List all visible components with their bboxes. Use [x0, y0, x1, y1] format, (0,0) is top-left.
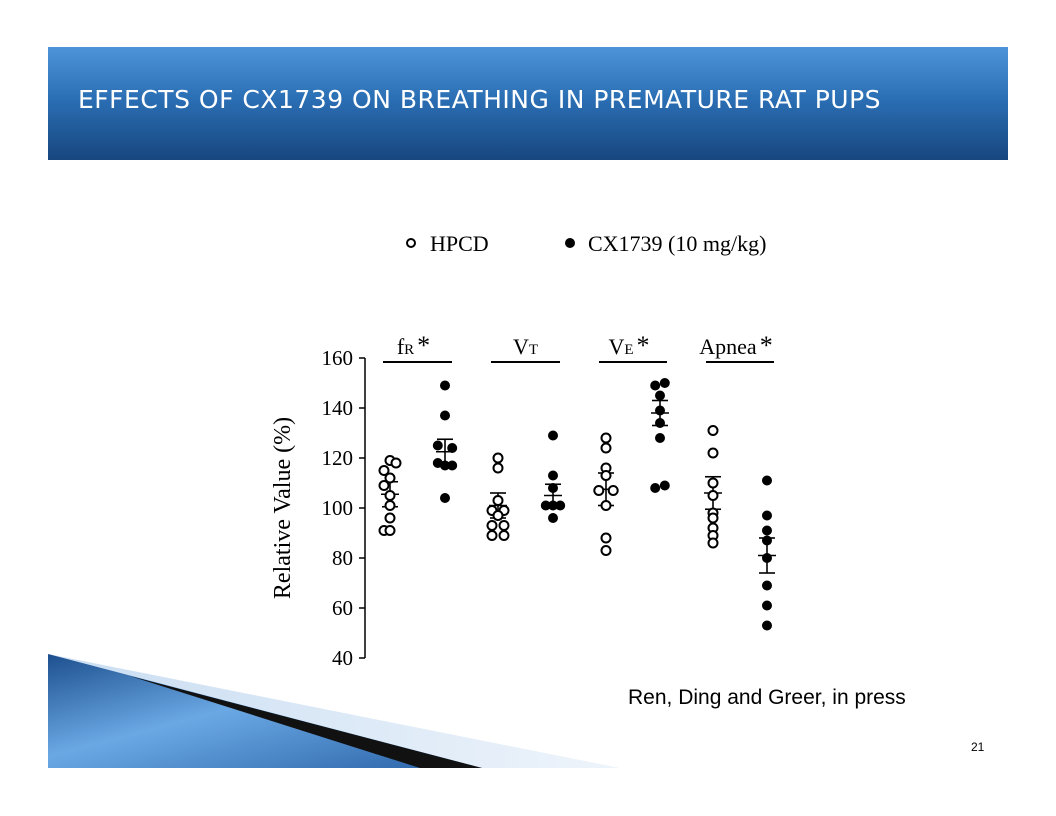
page-number: 21: [971, 740, 985, 754]
group-label-sub: T: [529, 342, 538, 358]
data-point: [659, 378, 670, 388]
data-point: [498, 520, 510, 531]
data-point: [378, 465, 390, 476]
y-tick-label: 160: [322, 346, 354, 370]
slide-title: EFFECTS OF CX1739 ON BREATHING IN PREMAT…: [78, 85, 882, 114]
data-point: [555, 500, 566, 511]
data-point: [384, 472, 396, 484]
y-tick-label: 100: [322, 496, 354, 520]
data-point: [762, 620, 772, 631]
data-point: [440, 380, 450, 391]
data-point: [492, 462, 504, 474]
data-point: [762, 475, 772, 486]
data-point: [447, 443, 458, 453]
data-point: [762, 580, 772, 591]
data-point: [659, 480, 670, 491]
group-label-main: f: [397, 334, 405, 359]
y-tick-label: 40: [332, 646, 353, 670]
data-point: [707, 537, 719, 549]
data-point: [655, 390, 665, 401]
y-tick-label: 80: [332, 546, 353, 570]
y-tick-label: 140: [322, 396, 354, 420]
data-point: [440, 493, 450, 503]
data-point: [707, 490, 719, 501]
data-point: [492, 452, 504, 464]
group-label-star: *: [417, 331, 430, 360]
data-point: [492, 510, 504, 521]
data-point: [548, 513, 558, 523]
data-point: [390, 457, 402, 469]
data-point: [384, 525, 396, 536]
y-tick-label: 120: [322, 446, 354, 470]
legend-marker: [565, 238, 575, 248]
group-label-main: V: [608, 334, 624, 359]
title-bar: EFFECTS OF CX1739 ON BREATHING IN PREMAT…: [48, 47, 1008, 160]
data-point: [593, 485, 605, 496]
data-point: [600, 470, 612, 481]
data-point: [650, 380, 661, 391]
data-point: [655, 418, 665, 428]
data-point: [650, 483, 661, 493]
y-axis-label: Relative Value (%): [270, 417, 296, 599]
group-label: fR *: [397, 331, 430, 360]
data-point: [762, 600, 772, 611]
data-point: [600, 545, 612, 556]
group-label-sub: E: [624, 342, 633, 358]
data-point: [440, 410, 450, 421]
data-point: [492, 495, 504, 506]
data-marks: [378, 378, 776, 631]
data-point: [378, 480, 390, 491]
data-point: [762, 553, 772, 563]
data-point: [707, 447, 719, 459]
data-point: [600, 432, 612, 444]
data-point: [655, 405, 665, 416]
data-point: [432, 440, 443, 451]
data-point: [548, 483, 558, 493]
data-point: [600, 500, 612, 511]
legend-label: HPCD: [430, 231, 489, 256]
data-point: [607, 485, 619, 496]
group-label-star: *: [760, 331, 773, 360]
data-point: [600, 532, 612, 544]
data-point: [498, 530, 510, 541]
legend-marker: [406, 238, 416, 248]
data-point: [707, 425, 719, 436]
data-point: [384, 512, 396, 524]
citation: Ren, Ding and Greer, in press: [628, 686, 906, 709]
y-axis: 40 60 80 100 120 140 160 Relative Value (%): [270, 346, 366, 670]
data-point: [486, 520, 498, 531]
group-label-sub: R: [404, 342, 414, 358]
data-point: [600, 442, 612, 454]
group-label-main: V: [513, 334, 529, 359]
data-point: [384, 490, 396, 501]
legend-label: CX1739 (10 mg/kg): [588, 231, 766, 256]
group-label: Apnea *: [699, 331, 772, 360]
data-point: [762, 525, 772, 536]
group-label: VT: [513, 334, 538, 359]
data-point: [655, 433, 665, 443]
y-tick-label: 60: [332, 596, 353, 620]
group-labels: fR * VT VE * Apnea *: [383, 331, 774, 363]
data-point: [707, 477, 719, 489]
data-point: [486, 530, 498, 541]
data-point: [762, 535, 772, 546]
group-label: VE *: [608, 331, 649, 360]
data-point: [548, 470, 558, 481]
data-point: [548, 430, 558, 441]
data-point: [762, 510, 772, 521]
group-label-main: Apnea: [699, 334, 757, 359]
data-point: [384, 500, 396, 511]
data-point: [707, 512, 719, 524]
data-point: [440, 460, 450, 471]
group-label-star: *: [637, 331, 650, 360]
legend: HPCD CX1739 (10 mg/kg): [406, 231, 766, 256]
